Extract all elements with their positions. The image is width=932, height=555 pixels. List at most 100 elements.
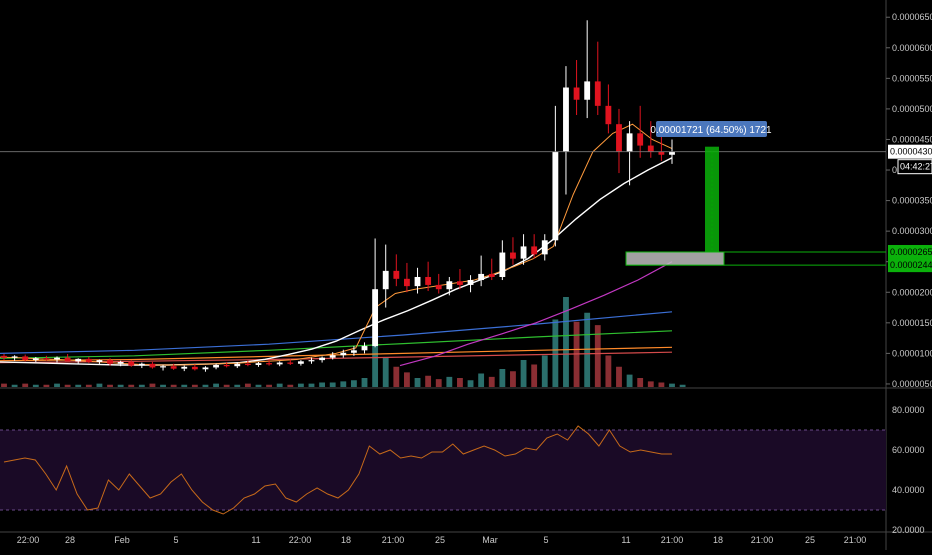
candle-body <box>563 87 569 152</box>
candle-body <box>54 357 60 360</box>
measure-bar[interactable] <box>705 146 719 252</box>
volume-bar <box>340 381 347 387</box>
volume-bar <box>467 380 474 387</box>
candle-body <box>138 363 145 366</box>
volume-bar <box>181 384 188 387</box>
time-tick-label: 11 <box>251 535 260 545</box>
candle-body <box>626 133 633 152</box>
candles <box>1 20 675 372</box>
candle-body <box>478 273 485 281</box>
current-price-tag <box>888 144 932 159</box>
ma-green-line <box>0 330 673 359</box>
time-tick-label: 25 <box>805 535 815 545</box>
price-axis: 0.00006500 0.00006000 0.00005500 0.00005000… <box>886 12 932 535</box>
volume-bar <box>107 384 113 387</box>
candle-body <box>637 133 644 146</box>
candle-body <box>605 105 612 125</box>
volume-bar <box>372 339 379 387</box>
rsi-pane <box>0 425 886 515</box>
volume-bar <box>563 297 569 387</box>
candle-body <box>425 276 432 285</box>
volume-bar <box>117 384 124 387</box>
candle-body <box>213 364 219 368</box>
time-tick-label: 21:00 <box>751 535 774 545</box>
ma-magenta-line <box>399 261 673 367</box>
volume-bar <box>350 380 357 387</box>
time-tick-label: 18 <box>341 535 351 545</box>
candle-body <box>669 151 675 155</box>
volume-bar <box>616 366 622 387</box>
candle-body <box>32 358 39 361</box>
volume-bar <box>308 383 315 387</box>
volume-bar <box>510 371 516 387</box>
volume-bar <box>223 384 230 387</box>
countdown-tag <box>897 159 932 175</box>
candle-body <box>382 270 389 290</box>
volume-bar <box>382 357 389 387</box>
volume-bar <box>160 384 166 387</box>
volume-bar <box>520 360 527 387</box>
volume-bar <box>637 378 644 387</box>
candle-body <box>308 360 315 362</box>
time-tick-label: 22:00 <box>289 535 312 545</box>
price-tick-label: 0.00005500 <box>892 73 932 83</box>
rsi-tick-label: 20.0000 <box>892 525 925 535</box>
candle-body <box>531 246 538 255</box>
measure-range-box[interactable] <box>625 251 725 266</box>
time-tick-label: 18 <box>713 535 723 545</box>
time-tick-label: 21:00 <box>661 535 684 545</box>
volume-bar <box>393 366 400 387</box>
candle-body <box>276 362 283 365</box>
candle-body <box>647 145 654 152</box>
measure-label: 0.00001721 (64.50%) 1721 <box>650 125 772 136</box>
volume-bar <box>287 384 294 387</box>
candle-body <box>414 276 421 287</box>
rsi-line <box>3 425 672 515</box>
volume-bar <box>234 384 241 387</box>
candle-body <box>297 361 304 364</box>
volume-bar <box>319 382 326 387</box>
time-tick-label: 5 <box>173 535 178 545</box>
price-tick-label: 0.00000500 <box>892 379 932 389</box>
candle-body <box>149 363 156 368</box>
time-tick-label: 11 <box>621 535 630 545</box>
price-tick-label: 0.00003500 <box>892 196 932 206</box>
volume-bar <box>1 383 7 387</box>
candle-body <box>552 151 559 241</box>
candle-body <box>319 357 326 361</box>
countdown-label: 04:42:27 <box>900 162 932 172</box>
volume-bar <box>64 384 71 387</box>
time-axis: 22:00 28 Feb 5 11 22:00 18 21:00 25 Mar 5 11 21:00 18… <box>17 535 867 545</box>
rsi-tick-label: 80.0000 <box>892 405 925 415</box>
volume-bar <box>414 378 421 387</box>
volume-bar <box>647 381 654 387</box>
candle-body <box>510 252 516 259</box>
ema-fast-line <box>0 123 673 366</box>
candle-body <box>244 363 251 365</box>
candle-body <box>372 289 379 347</box>
candle-body <box>658 151 665 155</box>
rsi-tick-label: 40.0000 <box>892 485 925 495</box>
volume-bar <box>75 384 82 387</box>
candle-body <box>541 240 548 255</box>
time-tick-label: Feb <box>114 535 130 545</box>
volume-bar <box>361 378 368 387</box>
candle-body <box>11 356 18 358</box>
candle-body <box>573 87 580 100</box>
time-tick-label: 22:00 <box>17 535 40 545</box>
rsi-tick-label: 60.0000 <box>892 445 925 455</box>
candle-body <box>191 366 198 370</box>
price-tick-label: 0.00004500 <box>892 134 932 144</box>
volume-bar <box>626 374 633 387</box>
volume-bar <box>11 384 18 387</box>
candle-body <box>340 352 347 356</box>
volume-bar <box>96 383 103 387</box>
volume-bar <box>435 379 442 387</box>
volume-bar <box>255 384 262 387</box>
price-tick-label: 0.00005000 <box>892 104 932 114</box>
price-tick-label: 0.00006500 <box>892 12 932 22</box>
candle-body <box>361 346 368 351</box>
measure-label-box <box>656 121 767 137</box>
